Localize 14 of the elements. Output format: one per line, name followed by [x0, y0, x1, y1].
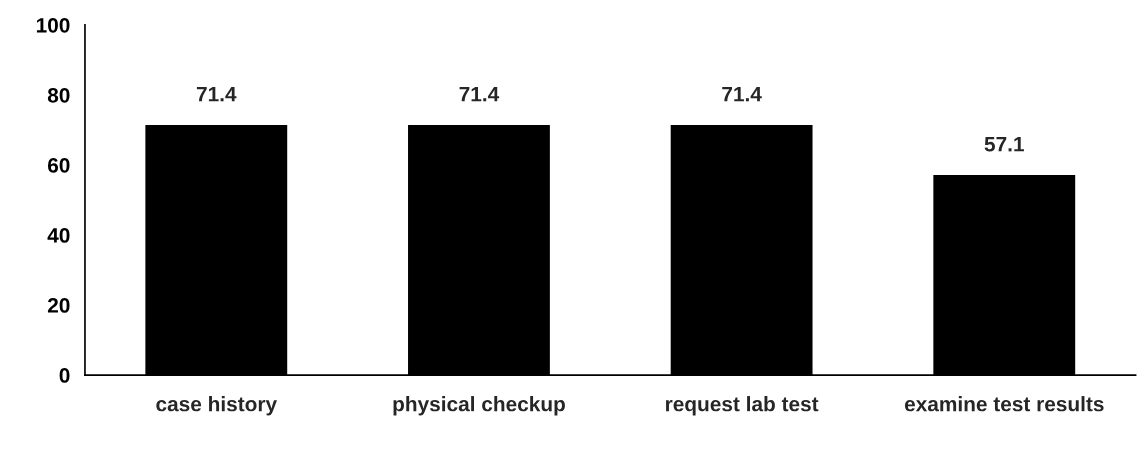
data-label: 71.4 [722, 86, 762, 102]
x-tick-label: examine test results [904, 396, 1104, 412]
y-tick-label: 100 [36, 17, 70, 33]
y-tick-label: 0 [59, 368, 70, 383]
data-label: 71.4 [459, 86, 500, 102]
x-tick-label: request lab test [666, 396, 819, 416]
y-tick-label: 60 [47, 157, 70, 173]
x-tick-label: case history [156, 396, 277, 416]
y-tick-label: 40 [47, 228, 70, 243]
y-tick-label: 20 [47, 298, 70, 313]
y-tick-label: 80 [47, 87, 70, 103]
data-label: 71.4 [196, 86, 237, 102]
x-tick-label: physical checkup [393, 396, 565, 416]
data-label: 57.1 [984, 137, 1024, 152]
